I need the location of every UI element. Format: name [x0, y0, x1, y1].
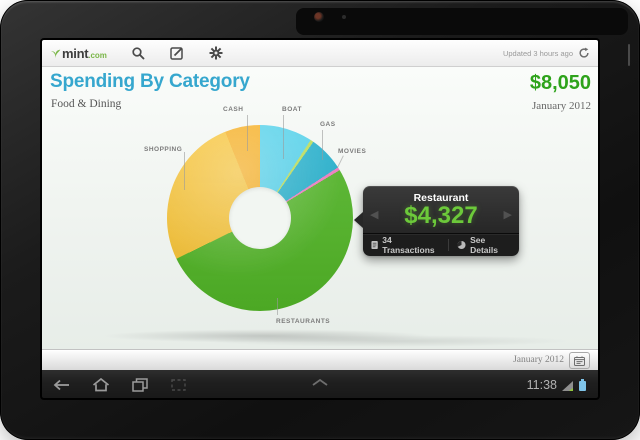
screenshot-button[interactable]	[169, 377, 188, 393]
pie-shadow-wide	[202, 335, 572, 347]
calendar-icon	[574, 355, 585, 366]
slice-label-movies: MOVIES	[338, 148, 367, 155]
leader-line-movies	[337, 155, 344, 168]
page-subtitle: Food & Dining	[51, 98, 122, 110]
slice-label-boat: BOAT	[282, 106, 302, 113]
sync-status: Updated 3 hours ago	[503, 40, 590, 66]
calendar-button[interactable]	[569, 352, 590, 369]
bottom-date-bar: January 2012	[42, 349, 598, 370]
tooltip-main: Restaurant $4,327 ◀ ▶	[354, 186, 519, 233]
footer-period: January 2012	[513, 355, 564, 365]
updated-text: Updated 3 hours ago	[502, 48, 573, 58]
leader-line-gas	[322, 130, 323, 160]
leader-line-boat	[283, 115, 284, 159]
home-icon	[92, 378, 109, 392]
mint-leaf-icon	[50, 49, 61, 58]
compose-icon	[170, 47, 184, 60]
nav-buttons	[42, 377, 188, 393]
back-button[interactable]	[52, 377, 71, 393]
settings-gear-icon	[209, 46, 223, 60]
see-details-button[interactable]: See Details	[449, 235, 519, 255]
transactions-label: 34 Transactions	[382, 235, 435, 255]
screenshot-icon	[171, 379, 186, 391]
content-area: Spending By Category Food & Dining $8,05…	[42, 67, 598, 349]
bezel-glass-strip	[296, 8, 628, 35]
category-tooltip: Restaurant $4,327 ◀ ▶	[354, 186, 519, 256]
logo-text: mint	[62, 45, 89, 61]
slice-label-cash: CASH	[223, 106, 244, 113]
see-details-label: See Details	[470, 235, 498, 255]
leader-line-shopping	[184, 152, 185, 190]
footer-divider	[448, 239, 450, 251]
tooltip-category-name: Restaurant	[413, 192, 469, 204]
back-icon	[53, 379, 69, 391]
slice-label-shopping: SHOPPING	[144, 146, 183, 153]
chevron-up-icon[interactable]	[312, 379, 328, 386]
signal-icon	[561, 380, 573, 391]
battery-icon	[579, 379, 586, 391]
recent-apps-button[interactable]	[130, 377, 149, 393]
clock: 11:38	[526, 378, 557, 392]
status-cluster[interactable]: 11:38	[527, 370, 586, 398]
tooltip-amount: $4,327	[404, 202, 478, 229]
settings-button[interactable]	[209, 46, 224, 61]
compose-button[interactable]	[170, 46, 185, 61]
home-button[interactable]	[91, 377, 110, 393]
pie-shadow	[97, 329, 437, 343]
tooltip-footer: 34 Transactions See Details	[363, 233, 519, 256]
leader-line-cash	[247, 115, 248, 151]
total-amount: $8,050	[529, 72, 591, 94]
mint-logo[interactable]: mint .com	[50, 46, 107, 61]
app-top-bar: mint .com	[42, 40, 598, 67]
search-button[interactable]	[131, 46, 146, 61]
slice-label-restaurants: RESTAURANTS	[276, 318, 331, 325]
transactions-button[interactable]: 34 Transactions	[363, 235, 448, 255]
front-camera	[314, 12, 324, 22]
slice-label-gas: GAS	[320, 121, 336, 128]
bezel-seam	[628, 44, 630, 66]
android-system-bar: 11:38	[42, 370, 598, 398]
header-period: January 2012	[532, 100, 591, 112]
logo-suffix: .com	[88, 50, 107, 60]
pie-chart-icon	[457, 240, 466, 250]
light-sensor	[342, 15, 346, 19]
search-icon	[132, 47, 145, 60]
recents-icon	[131, 378, 148, 392]
screen: mint .com	[42, 40, 598, 398]
tooltip-pointer	[354, 212, 363, 228]
chevron-right-icon[interactable]: ▶	[503, 209, 512, 221]
leader-line-restaurants	[277, 298, 278, 315]
receipt-icon	[371, 240, 378, 250]
spending-donut-chart[interactable]	[167, 125, 353, 311]
chevron-left-icon[interactable]: ◀	[370, 209, 379, 221]
refresh-icon[interactable]	[578, 47, 590, 59]
page-title: Spending By Category	[50, 71, 250, 92]
